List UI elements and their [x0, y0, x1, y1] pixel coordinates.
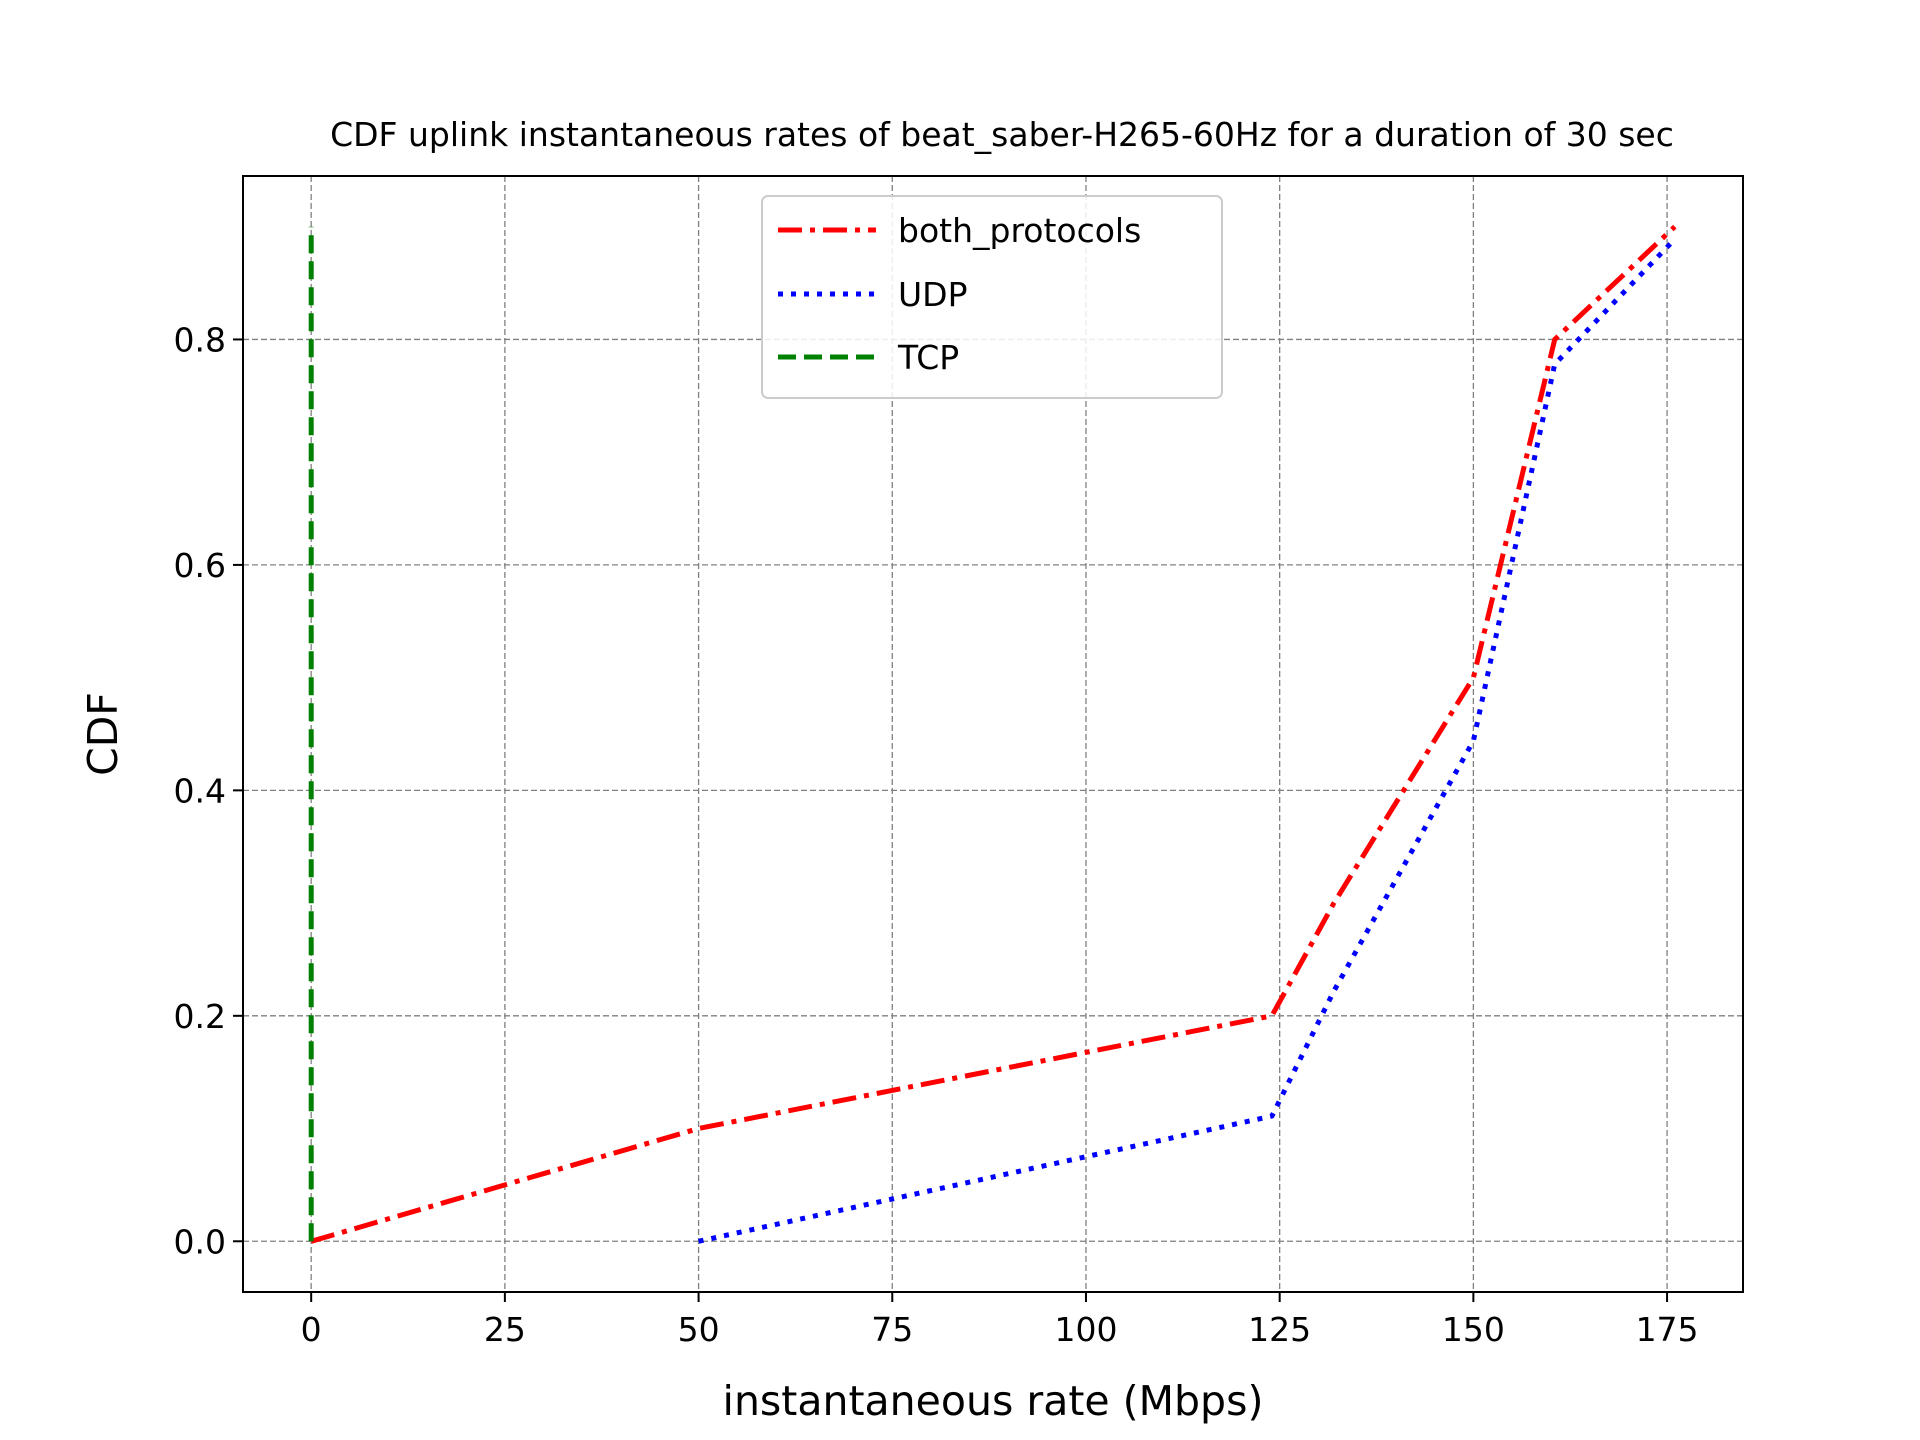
axis-ticks: 0 25 50 75 100 125 150 175 0.0 0.2 0.4 0.6 0.8 — [174, 320, 1699, 1349]
x-tick-label: 150 — [1442, 1310, 1505, 1349]
y-tick-label: 0.2 — [174, 997, 226, 1036]
series-line-both-protocols — [310, 224, 1677, 1244]
x-tick-label: 25 — [484, 1310, 526, 1349]
x-tick-label: 175 — [1636, 1310, 1699, 1349]
chart-title: CDF uplink instantaneous rates of beat_s… — [330, 115, 1674, 154]
y-tick-label: 0.0 — [174, 1222, 226, 1261]
legend-label-udp: UDP — [898, 275, 967, 314]
legend: both_protocols UDP TCP — [761, 195, 1223, 399]
plot-frame — [242, 175, 1744, 1293]
legend-frame — [761, 195, 1223, 399]
y-axis-label: CDF — [79, 692, 127, 776]
x-tick-label: 75 — [871, 1310, 913, 1349]
series-layer — [308, 224, 1677, 1244]
x-tick-label: 125 — [1248, 1310, 1311, 1349]
x-axis-label: instantaneous rate (Mbps) — [723, 1377, 1264, 1425]
y-tick-label: 0.4 — [174, 771, 226, 810]
x-tick-label: 0 — [301, 1310, 322, 1349]
y-tick-label: 0.8 — [174, 320, 226, 359]
y-tick-label: 0.6 — [174, 546, 226, 585]
x-tick-label: 50 — [678, 1310, 720, 1349]
x-tick-label: 100 — [1054, 1310, 1117, 1349]
legend-label-both-protocols: both_protocols — [898, 211, 1141, 250]
legend-label-tcp: TCP — [897, 338, 959, 377]
